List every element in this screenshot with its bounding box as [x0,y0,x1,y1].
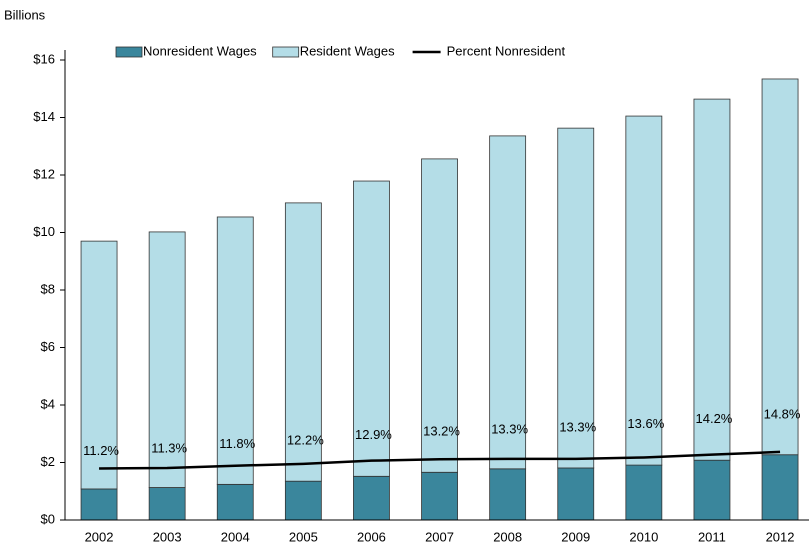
bar [693,459,731,521]
y-tick-label: $16 [33,51,55,66]
y-tick-label: $0 [41,511,55,526]
legend-label: Percent Nonresident [447,43,566,58]
bar [353,180,390,477]
y-tick-label: $2 [41,454,55,469]
bar [80,488,118,521]
data-label: 11.8% [219,436,255,451]
bar [148,487,186,521]
bar [489,135,527,470]
line [99,450,781,470]
bar [216,483,254,521]
y-axis-label: Billions [4,7,46,22]
x-tick-label: 2008 [493,529,522,544]
data-label: 14.8% [764,406,801,421]
x-tick-label: 2010 [629,529,658,544]
y-tick-label: $4 [41,396,55,411]
data-label: 12.2% [287,432,324,447]
bar [625,464,663,521]
bar [489,468,527,521]
bar [761,78,799,456]
y-tick-label: $8 [41,281,55,296]
x-tick-label: 2005 [289,529,318,544]
data-label: 13.2% [423,424,460,439]
x-tick-label: 2009 [561,529,590,544]
bar [284,202,322,482]
data-label: 11.2% [83,443,119,458]
x-tick-label: 2011 [698,529,726,544]
bar [148,231,186,488]
bar [557,127,595,469]
x-tick-label: 2012 [766,529,795,544]
y-tick-label: $12 [33,166,55,181]
data-label: 13.3% [559,419,596,434]
y-tick-label: $14 [33,109,55,124]
x-tick-label: 2006 [357,529,386,544]
legend-swatch [272,46,300,58]
bar [625,115,663,466]
bar [216,216,254,485]
data-label: 13.3% [491,421,528,436]
data-label: 14.2% [696,411,733,426]
legend-swatch [115,46,143,58]
data-label: 13.6% [627,416,664,431]
bar [761,454,799,521]
bar [80,240,118,490]
bar [421,471,458,521]
bar [693,98,731,461]
x-tick-label: 2007 [425,529,454,544]
legend-label: Nonresident Wages [143,43,257,58]
x-tick-label: 2004 [221,529,250,544]
bar [557,467,595,521]
bar [284,480,322,521]
y-tick-label: $6 [41,339,55,354]
legend-label: Resident Wages [300,43,395,58]
data-label: 11.3% [151,440,187,455]
x-tick-label: 2002 [85,529,114,544]
data-label: 12.9% [355,427,392,442]
bar [353,475,390,521]
bar [421,158,458,473]
y-tick-label: $10 [33,224,55,239]
x-tick-label: 2003 [153,529,182,544]
